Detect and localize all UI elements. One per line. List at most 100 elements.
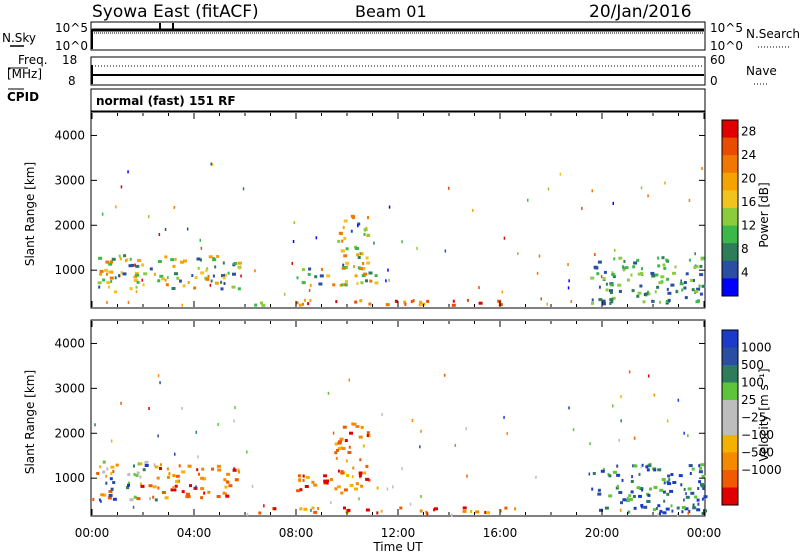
echo-cell (616, 473, 621, 477)
echo-cell (334, 451, 338, 455)
echo-cell (636, 258, 640, 262)
echo-cell (208, 255, 213, 259)
echo-cell (167, 475, 170, 479)
echo-cell (666, 277, 670, 281)
range-tick-label: 3000 (54, 173, 85, 187)
echo-cell (418, 303, 421, 307)
echo-cell (640, 504, 644, 507)
echo-cell (110, 465, 115, 469)
echo-cell (670, 504, 673, 508)
echo-cell (416, 246, 418, 250)
echo-cell (633, 436, 636, 440)
echo-cell (352, 466, 355, 470)
echo-cell (374, 274, 378, 278)
power-colorbar: 4 8 12 16 20 24 28 Power [dB] (721, 119, 771, 297)
echo-cell (319, 274, 324, 278)
echo-cell (620, 395, 622, 399)
echo-cell (695, 300, 700, 304)
echo-cell (209, 283, 212, 287)
echo-cell (128, 264, 133, 268)
echo-cell (504, 506, 508, 510)
echo-cell (135, 290, 138, 294)
echo-cell (600, 469, 605, 473)
echo-cell (675, 289, 678, 293)
echo-cell (144, 464, 149, 467)
echo-cell (568, 279, 570, 283)
echo-cell (650, 271, 655, 275)
echo-cell (135, 285, 138, 289)
echo-cell (359, 458, 362, 462)
echo-cell (360, 484, 364, 488)
echo-cell (662, 511, 667, 515)
echo-cell (148, 215, 150, 219)
echo-cell (365, 477, 370, 481)
echo-cell (326, 274, 331, 278)
echo-cell (296, 276, 299, 280)
echo-cell (222, 276, 226, 280)
echo-cell (200, 271, 205, 275)
noise-tick-bottom-right: 10^0 (710, 39, 743, 53)
echo-cell (349, 431, 353, 435)
echo-cell (351, 422, 354, 426)
echo-cell (164, 496, 169, 500)
echo-cell (108, 270, 113, 274)
echo-cell (671, 509, 674, 513)
echo-cell (627, 510, 630, 514)
echo-cell (636, 486, 641, 490)
echo-cell (129, 498, 134, 502)
echo-cell (141, 263, 145, 267)
echo-cell (697, 502, 700, 506)
freq-tick-top: 18 (62, 53, 77, 67)
echo-cell (302, 268, 305, 272)
echo-cell (332, 431, 335, 435)
echo-cell (360, 252, 364, 256)
echo-cell (657, 513, 659, 517)
echo-cell (599, 508, 603, 512)
echo-cell (696, 265, 699, 269)
echo-cell (640, 465, 643, 469)
echo-cell (633, 261, 638, 265)
noise-right-label: N.Search (746, 27, 800, 41)
echo-cell (358, 474, 362, 478)
time-tick-label: 20:00 (585, 526, 620, 540)
echo-cell (632, 495, 636, 498)
echo-cell (362, 262, 365, 265)
echo-cell (193, 286, 197, 290)
echo-cell (330, 478, 333, 481)
echo-cell (366, 434, 369, 437)
echo-cell (385, 279, 387, 283)
echo-cell (420, 495, 422, 498)
echo-cell (347, 451, 352, 454)
echo-cell (187, 464, 192, 468)
echo-cell (663, 481, 666, 485)
range-tick-label: 4000 (54, 336, 85, 350)
echo-cell (313, 483, 318, 487)
echo-cell (701, 497, 704, 501)
echo-cell (344, 439, 348, 442)
echo-cell (659, 512, 661, 515)
echo-cell (114, 290, 117, 294)
echo-cell (337, 469, 340, 473)
echo-cell (622, 268, 625, 272)
echo-cell (616, 464, 619, 468)
echo-cell (623, 259, 626, 263)
echo-cell (368, 478, 371, 482)
echo-cell (694, 289, 699, 293)
echo-cell (591, 298, 594, 302)
colorbar-swatch (722, 278, 738, 297)
echo-cell (195, 430, 197, 434)
echo-cell (197, 455, 199, 459)
echo-cell (612, 275, 616, 279)
colorbar-tick-label: 100 (741, 376, 764, 390)
echo-cell (340, 491, 344, 495)
echo-cell (667, 474, 671, 478)
echo-cell (366, 431, 370, 435)
echo-cell (232, 272, 236, 276)
echo-cell (200, 476, 205, 480)
echo-cell (687, 434, 689, 438)
echo-cell (632, 265, 636, 269)
echo-cell (626, 496, 629, 500)
echo-cell (133, 279, 138, 282)
echo-cell (154, 272, 156, 276)
echo-cell (148, 407, 150, 410)
